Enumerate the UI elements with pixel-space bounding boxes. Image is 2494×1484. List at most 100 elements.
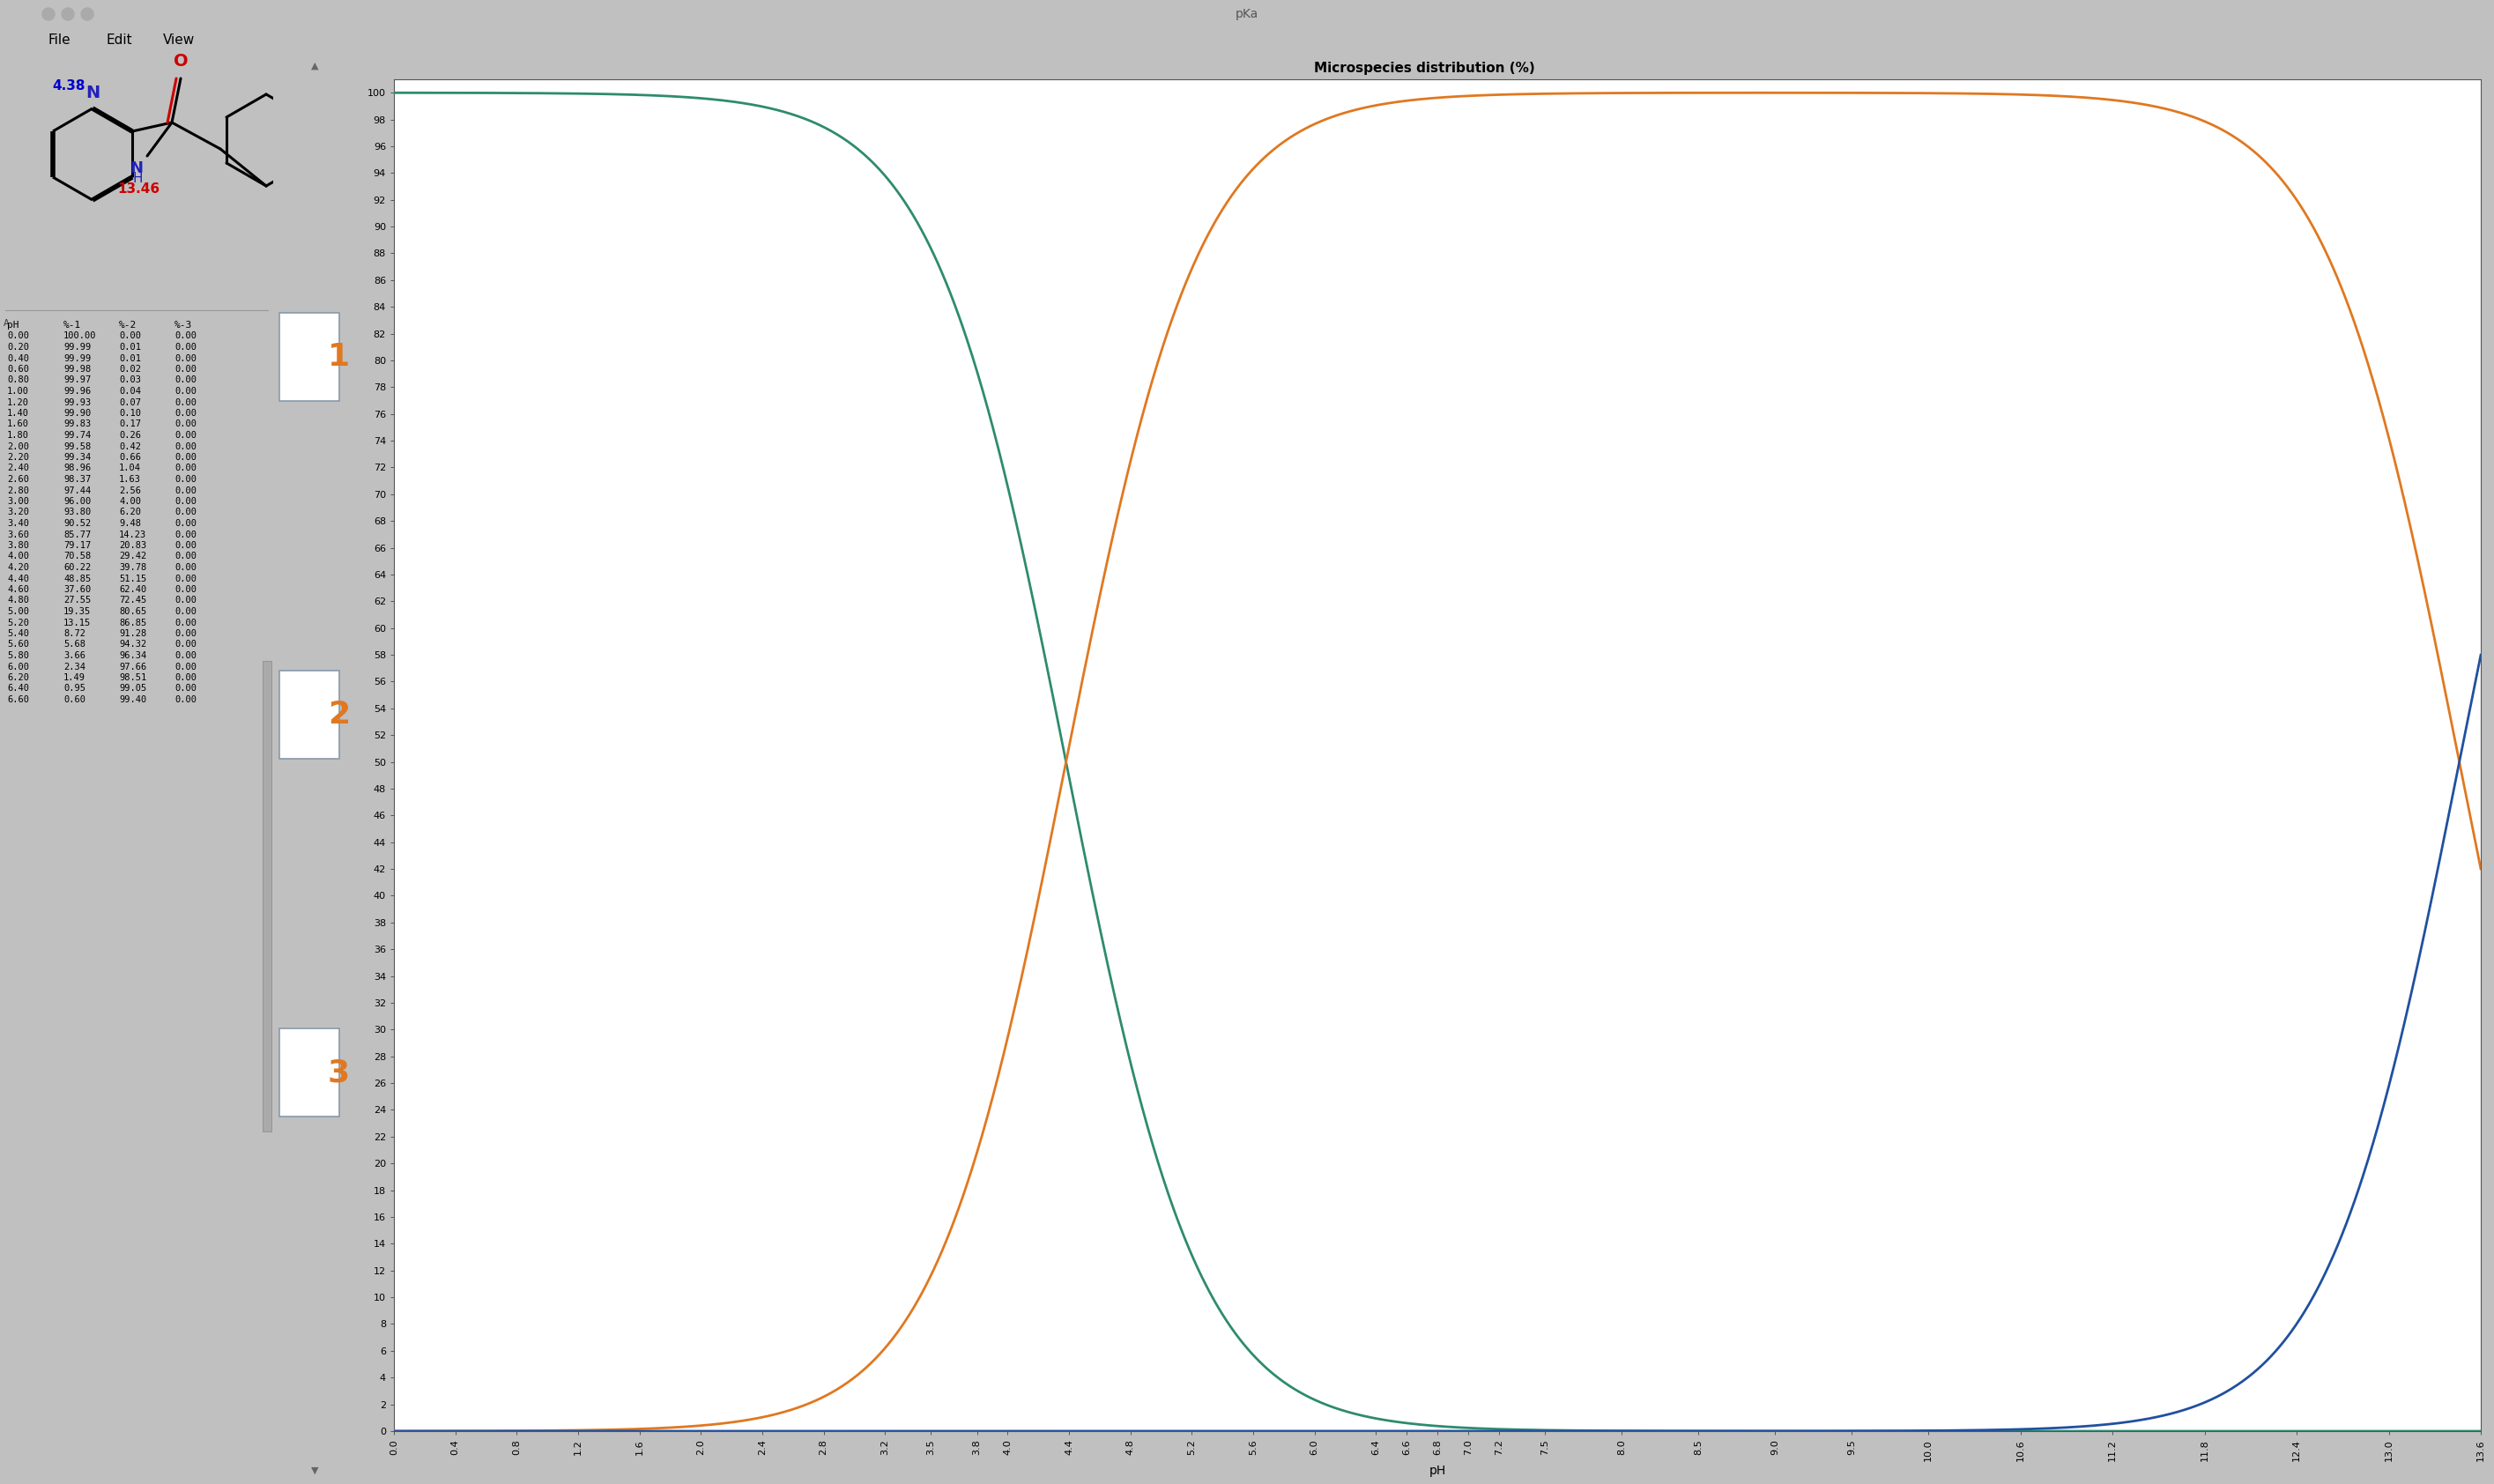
Text: 0.00: 0.00 [175,519,197,528]
Text: O: O [175,53,187,70]
Text: 5.60: 5.60 [7,640,30,649]
Bar [279,671,339,758]
Text: 0.00: 0.00 [175,597,197,605]
Text: 99.05: 99.05 [120,684,147,693]
Text: 3.80: 3.80 [7,542,30,551]
Text: 0.00: 0.00 [175,508,197,516]
Text: 2.20: 2.20 [7,453,30,462]
Text: 98.51: 98.51 [120,674,147,683]
Text: 72.45: 72.45 [120,597,147,605]
Text: pH: pH [7,321,20,329]
Text: 99.40: 99.40 [120,696,147,703]
Text: pKa: pKa [1235,7,1259,21]
Text: 0.00: 0.00 [175,651,197,660]
Text: 99.93: 99.93 [62,398,90,407]
Text: 5.00: 5.00 [7,607,30,616]
Text: 94.32: 94.32 [120,640,147,649]
Text: 99.96: 99.96 [62,387,90,396]
Text: 3.66: 3.66 [62,651,85,660]
Text: 5.40: 5.40 [7,629,30,638]
Text: 100.00: 100.00 [62,332,97,341]
Text: 0.42: 0.42 [120,442,142,451]
Text: 90.52: 90.52 [62,519,90,528]
Text: 0.00: 0.00 [175,662,197,671]
Text: 97.44: 97.44 [62,485,90,494]
Text: 62.40: 62.40 [120,585,147,594]
Text: 5.68: 5.68 [62,640,85,649]
Text: A: A [2,319,10,328]
Text: %-2: %-2 [120,321,137,329]
Text: 0.20: 0.20 [7,343,30,352]
Text: 0.60: 0.60 [62,696,85,703]
Text: 1.49: 1.49 [62,674,85,683]
Text: 4.60: 4.60 [7,585,30,594]
Text: 0.00: 0.00 [175,562,197,571]
Text: 93.80: 93.80 [62,508,90,516]
Text: 98.37: 98.37 [62,475,90,484]
Text: Microspecies distribution (%): Microspecies distribution (%) [1314,62,1534,74]
Text: 4.38: 4.38 [52,79,85,92]
Text: 6.00: 6.00 [7,662,30,671]
Text: 0.00: 0.00 [175,365,197,374]
Text: 1.63: 1.63 [120,475,142,484]
Text: 0.00: 0.00 [175,607,197,616]
Text: File: File [47,34,70,47]
Text: 99.98: 99.98 [62,365,90,374]
Text: 19.35: 19.35 [62,607,90,616]
Text: 86.85: 86.85 [120,619,147,628]
Text: 1.04: 1.04 [120,464,142,473]
Text: View: View [162,34,195,47]
Text: 0.00: 0.00 [175,485,197,494]
Text: 0.00: 0.00 [175,475,197,484]
Bar [262,660,272,1131]
Text: 98.96: 98.96 [62,464,90,473]
Text: 0.66: 0.66 [120,453,142,462]
Text: ▼: ▼ [312,1466,319,1475]
Text: 4.00: 4.00 [120,497,142,506]
Text: 70.58: 70.58 [62,552,90,561]
Text: H: H [132,172,142,186]
Text: 99.34: 99.34 [62,453,90,462]
Text: 6.20: 6.20 [7,674,30,683]
Text: 0.00: 0.00 [175,332,197,341]
Text: 0.00: 0.00 [175,398,197,407]
Text: 1: 1 [327,341,349,372]
Text: 85.77: 85.77 [62,530,90,539]
Text: 2: 2 [327,700,349,730]
Text: 91.28: 91.28 [120,629,147,638]
Circle shape [42,7,55,21]
Text: 9.48: 9.48 [120,519,142,528]
Text: 1.60: 1.60 [7,420,30,429]
Text: 0.00: 0.00 [175,497,197,506]
Text: 0.10: 0.10 [120,410,142,417]
Text: 2.56: 2.56 [120,485,142,494]
Text: 3.20: 3.20 [7,508,30,516]
Text: 14.23: 14.23 [120,530,147,539]
Text: 51.15: 51.15 [120,574,147,583]
Text: 96.00: 96.00 [62,497,90,506]
X-axis label: pH: pH [1429,1465,1447,1477]
Text: 8.72: 8.72 [62,629,85,638]
Text: 0.07: 0.07 [120,398,142,407]
Text: %-1: %-1 [62,321,82,329]
Text: Edit: Edit [105,34,132,47]
Text: 0.00: 0.00 [175,530,197,539]
Text: 0.00: 0.00 [175,574,197,583]
Text: 0.26: 0.26 [120,430,142,439]
Text: 0.00: 0.00 [175,629,197,638]
Text: 0.01: 0.01 [120,343,142,352]
Text: 0.00: 0.00 [120,332,142,341]
Text: 0.00: 0.00 [175,420,197,429]
Text: 48.85: 48.85 [62,574,90,583]
Text: 0.00: 0.00 [175,464,197,473]
Text: 0.00: 0.00 [175,353,197,362]
Text: 99.58: 99.58 [62,442,90,451]
Text: 4.00: 4.00 [7,552,30,561]
Text: 0.00: 0.00 [175,542,197,551]
Text: 2.80: 2.80 [7,485,30,494]
Text: ▲: ▲ [312,62,319,71]
Text: 99.74: 99.74 [62,430,90,439]
Text: 0.00: 0.00 [175,684,197,693]
Text: 0.04: 0.04 [120,387,142,396]
Text: 3.40: 3.40 [7,519,30,528]
